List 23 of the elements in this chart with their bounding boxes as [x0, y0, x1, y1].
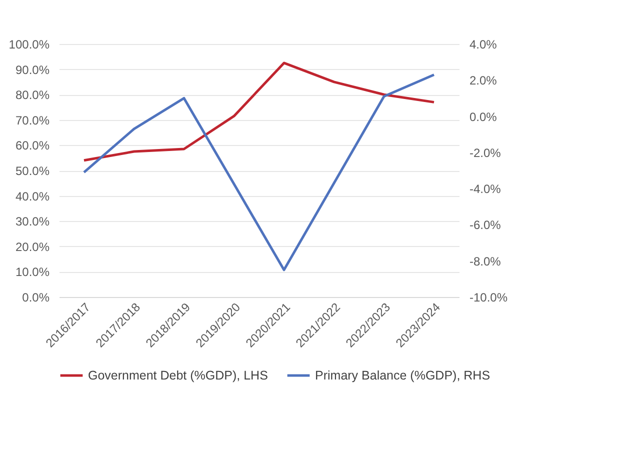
y-tick-label: 20.0% [15, 240, 50, 254]
y-tick-label: 90.0% [15, 62, 50, 77]
y2-tick-label: -4.0% [470, 182, 502, 196]
y2-tick-label: 4.0% [470, 38, 498, 52]
y2-tick-label: -10.0% [470, 290, 508, 304]
y2-tick-label: -2.0% [470, 146, 502, 160]
y-tick-label: 60.0% [15, 138, 50, 153]
y-tick-label: 10.0% [15, 265, 50, 280]
y-tick-label: 70.0% [15, 113, 50, 128]
line-series [82, 73, 436, 272]
y-tick-label: 80.0% [15, 88, 50, 102]
y2-tick-label: 0.0% [470, 110, 498, 124]
y-tick-label: 30.0% [15, 214, 50, 229]
y-tick-label: 100.0% [8, 38, 50, 52]
y-tick-label: 50.0% [15, 164, 50, 178]
y2-tick-label: -6.0% [470, 218, 502, 232]
y2-tick-label: 2.0% [470, 74, 498, 88]
y-tick-label: 40.0% [15, 189, 50, 204]
legend-label: Primary Balance (%GDP), RHS [315, 368, 490, 382]
y2-tick-label: -8.0% [470, 254, 502, 268]
line-series [82, 62, 436, 162]
y-tick-label: 0.0% [22, 290, 50, 304]
legend-label: Government Debt (%GDP), LHS [88, 368, 268, 382]
